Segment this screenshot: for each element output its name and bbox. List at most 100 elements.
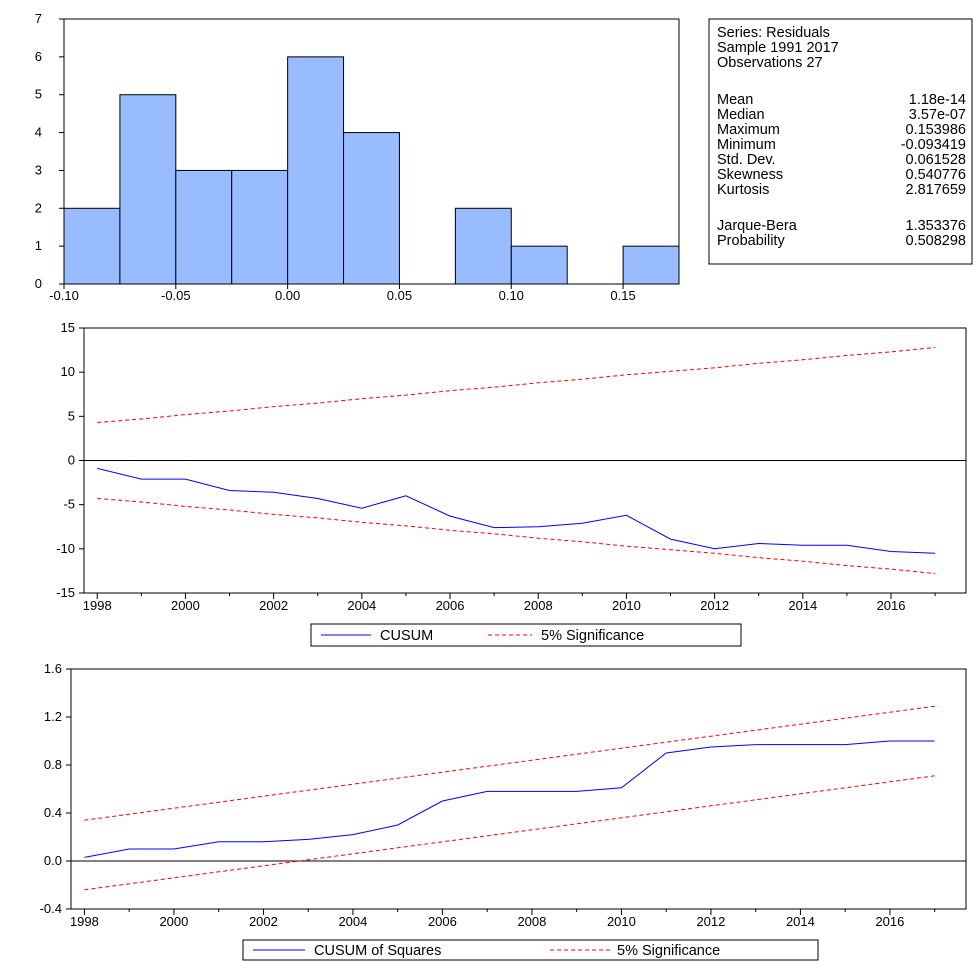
stats-row-label: Std. Dev. bbox=[717, 152, 776, 168]
x-tick-label: 0.05 bbox=[387, 288, 412, 303]
cusumsq-x-tick-label: 2006 bbox=[428, 914, 457, 929]
cusumsq-x-tick-label: 2004 bbox=[338, 914, 367, 929]
cusum-legend-label-significance: 5% Significance bbox=[541, 628, 644, 644]
y-tick-label: 2 bbox=[35, 200, 42, 215]
y-tick-label: 3 bbox=[35, 162, 42, 177]
cusum-main-line bbox=[97, 467, 936, 554]
cusum-y-tick-label: 0 bbox=[68, 453, 75, 468]
cusum-x-tick-label: 2012 bbox=[700, 598, 729, 613]
histogram-bar bbox=[175, 169, 233, 285]
stats-observations-label: Observations 27 bbox=[717, 55, 823, 71]
cusum-x-tick-label: 2000 bbox=[171, 598, 200, 613]
cusum-legend-label-cusum: CUSUM bbox=[380, 628, 433, 644]
cusum-legend: CUSUM 5% Significance bbox=[310, 623, 742, 647]
x-tick-label: -0.05 bbox=[161, 288, 191, 303]
y-tick-label: 5 bbox=[35, 87, 42, 102]
cusum-chart: -15 -10 -5 0 5 10 15 1998 2000 2002 2004 2006 2008 20… bbox=[56, 320, 967, 647]
cusum-x-tick-label: 2016 bbox=[877, 598, 906, 613]
cusum-x-tick-label: 2004 bbox=[347, 598, 376, 613]
cusumsq-x-tick-label: 2014 bbox=[786, 914, 815, 929]
y-tick-label: 7 bbox=[35, 11, 42, 26]
cusumsq-x-tick-label: 1998 bbox=[70, 914, 99, 929]
histogram-bars bbox=[63, 56, 680, 285]
stats-test-value: 0.508298 bbox=[906, 233, 966, 249]
cusum-series bbox=[97, 346, 936, 575]
histogram-bar bbox=[231, 169, 289, 285]
cusumsq-x-tick-label: 2016 bbox=[875, 914, 904, 929]
cusum-x-tick-label: 2010 bbox=[612, 598, 641, 613]
stats-row-value: 2.817659 bbox=[906, 182, 966, 198]
cusum-upper-significance-line bbox=[97, 346, 936, 423]
cusum-y-tick-label: 5 bbox=[68, 408, 75, 423]
cusumsq-y-tick-label: 0.8 bbox=[44, 757, 62, 772]
cusumsq-legend-box bbox=[242, 939, 819, 961]
cusum-y-tick-label: 10 bbox=[61, 364, 75, 379]
cusumsq-x-tick-label: 2012 bbox=[696, 914, 725, 929]
stats-row-value: 0.061528 bbox=[906, 152, 966, 168]
stats-row-value: -0.093419 bbox=[901, 137, 966, 153]
stats-row-value: 3.57e-07 bbox=[909, 107, 966, 123]
cusumsq-legend-label-cusumsq: CUSUM of Squares bbox=[314, 943, 441, 959]
cusum-of-squares-chart: -0.4 0.0 0.4 0.8 1.2 1.6 1998 2000 2002 2004 2006 2… bbox=[40, 661, 967, 961]
cusumsq-y-tick-label: 1.6 bbox=[44, 661, 62, 676]
y-tick-label: 6 bbox=[35, 49, 42, 64]
stats-test-label: Probability bbox=[717, 233, 785, 249]
cusumsq-series bbox=[84, 705, 935, 891]
cusum-y-tick-label: -10 bbox=[56, 541, 75, 556]
cusum-lower-significance-line bbox=[97, 498, 936, 575]
stats-row-label: Minimum bbox=[717, 137, 776, 153]
histogram-bar bbox=[343, 132, 400, 285]
histogram-bar bbox=[622, 245, 680, 285]
stats-row-label: Skewness bbox=[717, 167, 783, 183]
stats-row-value: 0.153986 bbox=[906, 122, 966, 138]
x-tick-label: 0.10 bbox=[499, 288, 524, 303]
cusumsq-y-tick-label: 0.0 bbox=[44, 853, 62, 868]
cusumsq-x-tick-label: 2008 bbox=[517, 914, 546, 929]
stats-sample-label: Sample 1991 2017 bbox=[717, 40, 839, 56]
y-tick-label: 4 bbox=[35, 125, 42, 140]
y-tick-label: 1 bbox=[35, 238, 42, 253]
histogram-chart: 0 1 2 3 4 5 6 7 -0.10 -0.05 0.00 0.05 0.10 0.15 bbox=[35, 11, 680, 303]
x-tick-label: -0.10 bbox=[49, 288, 79, 303]
stats-row-value: 1.18e-14 bbox=[909, 92, 966, 108]
cusum-y-tick-label: -15 bbox=[56, 585, 75, 600]
cusum-x-tick-label: 1998 bbox=[83, 598, 112, 613]
x-tick-label: 0.00 bbox=[275, 288, 300, 303]
histogram-plot-frame bbox=[63, 18, 680, 285]
stats-row-label: Kurtosis bbox=[717, 182, 769, 198]
stats-row-label: Median bbox=[717, 107, 765, 123]
cusumsq-y-tick-label: 1.2 bbox=[44, 709, 62, 724]
x-tick-label: 0.15 bbox=[610, 288, 635, 303]
histogram-bar bbox=[119, 94, 177, 285]
cusum-y-tick-label: 15 bbox=[61, 320, 75, 335]
stats-series-label: Series: Residuals bbox=[717, 25, 830, 41]
cusumsq-x-tick-label: 2010 bbox=[607, 914, 636, 929]
cusum-x-tick-label: 2006 bbox=[436, 598, 465, 613]
cusum-x-tick-label: 2014 bbox=[788, 598, 817, 613]
stats-test-label: Jarque-Bera bbox=[717, 218, 798, 234]
cusumsq-legend: CUSUM of Squares 5% Significance bbox=[242, 939, 819, 961]
cusum-axes: -15 -10 -5 0 5 10 15 1998 2000 2002 2004 2006 2008 20… bbox=[56, 320, 966, 613]
histogram-bar bbox=[287, 56, 345, 285]
cusumsq-x-tick-label: 2000 bbox=[159, 914, 188, 929]
cusum-x-tick-label: 2002 bbox=[259, 598, 288, 613]
stats-test-value: 1.353376 bbox=[906, 218, 966, 234]
cusumsq-y-tick-label: -0.4 bbox=[40, 901, 62, 916]
histogram-bar bbox=[510, 245, 568, 285]
y-tick-label: 0 bbox=[35, 276, 42, 291]
histogram-bar bbox=[454, 207, 512, 285]
cusumsq-lower-significance-line bbox=[84, 775, 935, 891]
cusumsq-legend-label-significance: 5% Significance bbox=[617, 943, 720, 959]
cusumsq-main-line bbox=[84, 740, 935, 858]
cusum-y-tick-label: -5 bbox=[63, 497, 75, 512]
residual-stats-box: Series: Residuals Sample 1991 2017 Obser… bbox=[708, 18, 973, 265]
cusumsq-plot-frame bbox=[70, 668, 967, 910]
cusumsq-y-tick-label: 0.4 bbox=[44, 805, 62, 820]
stats-row-label: Maximum bbox=[717, 122, 780, 138]
stats-row-label: Mean bbox=[717, 92, 753, 108]
cusumsq-axes: -0.4 0.0 0.4 0.8 1.2 1.6 1998 2000 2002 2004 2006 2… bbox=[40, 661, 966, 929]
histogram-bar bbox=[63, 207, 121, 285]
stats-row-value: 0.540776 bbox=[906, 167, 966, 183]
stats-box-frame bbox=[708, 18, 973, 265]
